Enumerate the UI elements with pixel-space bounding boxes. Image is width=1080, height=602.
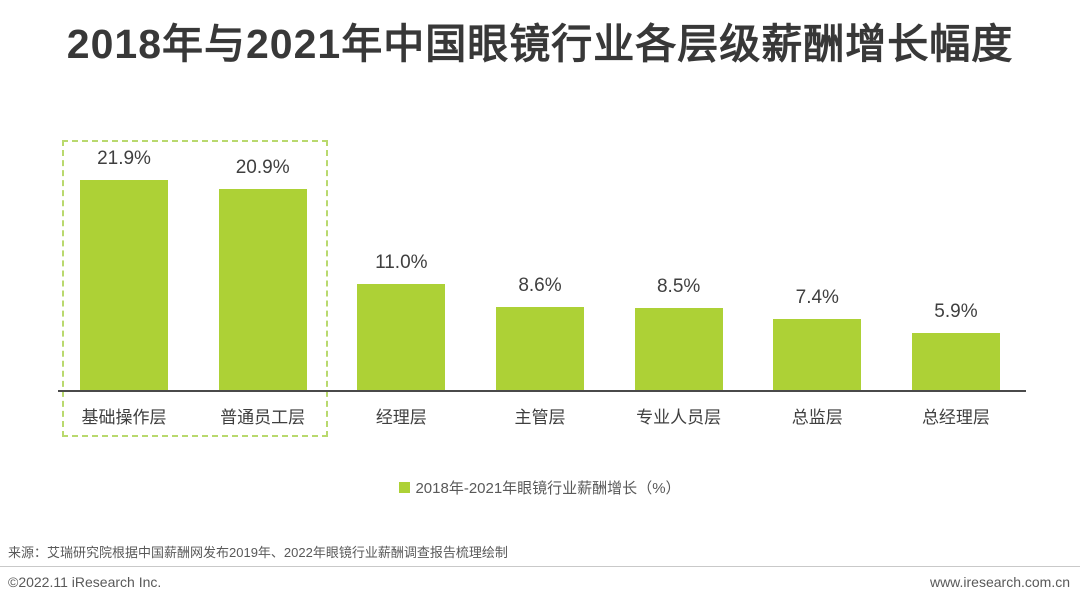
- category-label: 经理层: [375, 408, 427, 427]
- bar-group: 5.9%: [911, 301, 1000, 390]
- highlight-box: [62, 140, 328, 437]
- bar-group: 8.6%: [495, 275, 584, 390]
- legend: 2018年-2021年眼镜行业薪酬增长（%）: [0, 477, 1080, 498]
- footer-divider: [0, 566, 1080, 567]
- bar-group: 21.9%: [80, 148, 168, 390]
- bar-value-label: 5.9%: [934, 301, 978, 322]
- bar: [218, 189, 307, 390]
- bar-value-label: 7.4%: [795, 287, 839, 308]
- legend-marker-icon: [399, 482, 411, 493]
- bar-group: 20.9%: [218, 157, 307, 390]
- category-label: 专业人员层: [636, 408, 722, 427]
- bar: [773, 319, 862, 390]
- bar-group: 11.0%: [357, 252, 446, 390]
- category-label: 总监层: [791, 408, 843, 427]
- category-label: 普通员工层: [220, 408, 306, 427]
- bar: [911, 333, 1000, 390]
- copyright-text: ©2022.11 iResearch Inc.: [8, 574, 162, 590]
- category-label: 总经理层: [921, 408, 990, 427]
- category-labels-row: 基础操作层 普通员工层 经理层 主管层 专业人员层 总监层 总经理层: [80, 403, 1000, 428]
- bar-group: 7.4%: [773, 287, 862, 390]
- category-label: 基础操作层: [81, 408, 167, 427]
- bar: [495, 307, 584, 390]
- legend-label: 2018年-2021年眼镜行业薪酬增长（%）: [415, 480, 681, 497]
- bar-value-label: 20.9%: [235, 157, 290, 178]
- website-text: www.iresearch.com.cn: [929, 574, 1070, 590]
- bars-container: 21.9% 20.9% 11.0% 8.6% 8.5% 7.4% 5.9%: [80, 148, 1000, 390]
- bar: [80, 180, 168, 390]
- bar-value-label: 21.9%: [97, 148, 151, 169]
- bar-value-label: 8.6%: [518, 275, 562, 296]
- source-note: 来源：艾瑞研究院根据中国薪酬网发布2019年、2022年眼镜行业薪酬调查报告梳理…: [8, 545, 508, 560]
- bar-value-label: 8.5%: [656, 276, 701, 297]
- bar: [357, 284, 446, 390]
- bar: [634, 308, 723, 390]
- chart-title: 2018年与2021年中国眼镜行业各层级薪酬增长幅度: [66, 21, 1014, 67]
- x-axis-line: [58, 390, 1026, 392]
- bar-group: 8.5%: [634, 276, 723, 390]
- bar-value-label: 11.0%: [375, 252, 428, 273]
- category-label: 主管层: [514, 408, 566, 427]
